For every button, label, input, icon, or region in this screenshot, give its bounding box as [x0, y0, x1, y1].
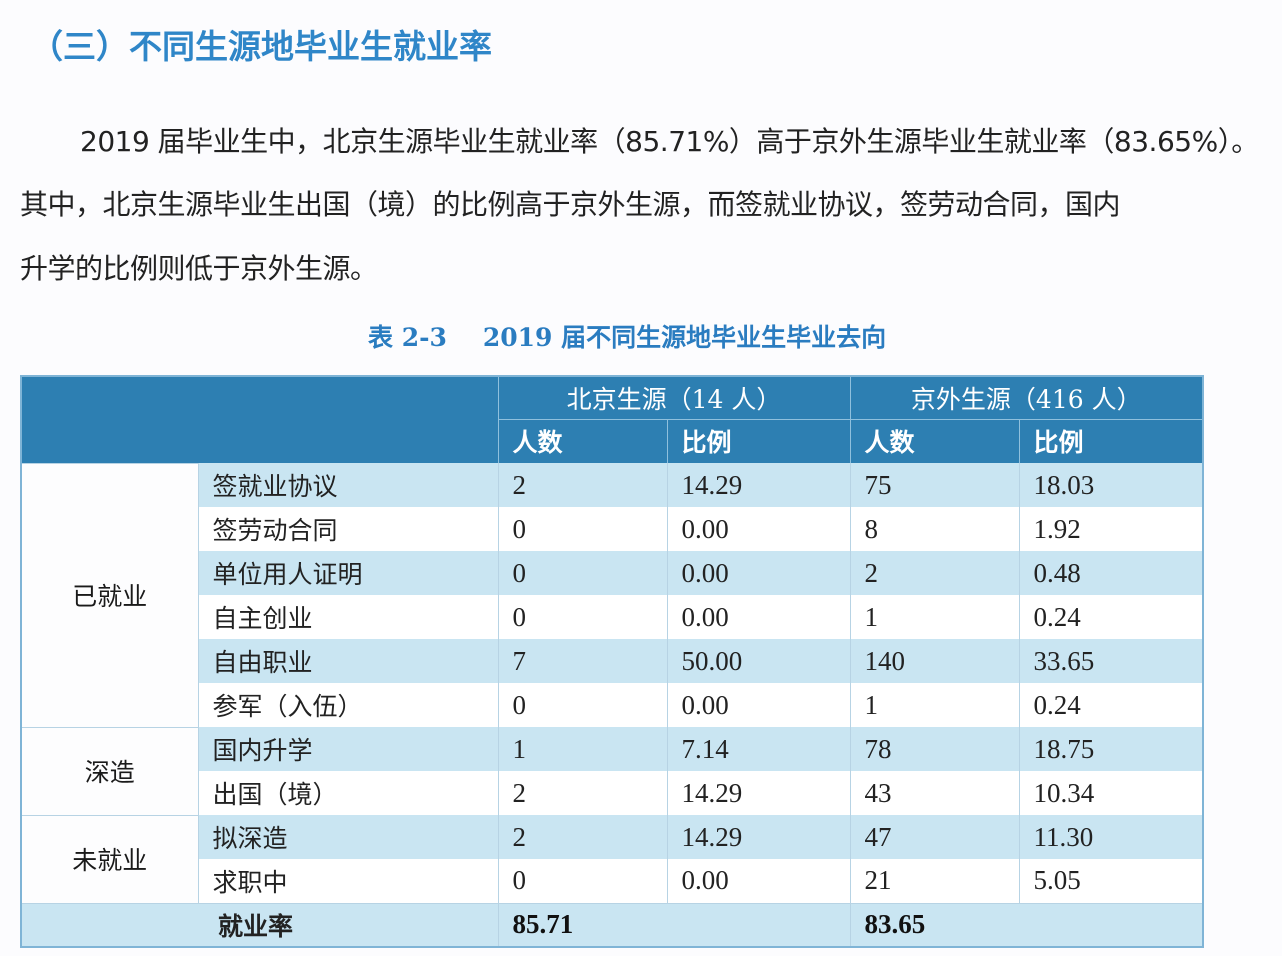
row-label: 参军（入伍） — [197, 683, 498, 727]
bj-ratio: 7.14 — [666, 727, 850, 771]
out-count: 2 — [849, 551, 1019, 595]
bj-ratio: 0.00 — [666, 859, 850, 903]
bj-count: 0 — [497, 551, 667, 595]
header-out-ratio: 比例 — [1018, 418, 1203, 463]
row-label: 求职中 — [197, 859, 498, 903]
table-header-row-2: 人数 比例 人数 比例 — [21, 418, 1203, 463]
bj-ratio: 14.29 — [666, 815, 850, 859]
out-count: 21 — [849, 859, 1019, 903]
bj-employment-rate: 85.71 — [497, 902, 850, 947]
bj-count: 0 — [497, 859, 667, 903]
table-header-row-1: 北京生源（14 人） 京外生源（416 人） — [21, 376, 1203, 463]
bj-ratio: 14.29 — [666, 771, 850, 815]
category-unemployed: 未就业 — [20, 814, 198, 904]
row-label: 自由职业 — [197, 639, 498, 683]
bj-count: 7 — [497, 639, 667, 683]
bj-ratio: 0.00 — [666, 595, 850, 639]
paragraph-line-1: 2019 届毕业生中，北京生源毕业生就业率（85.71%）高于京外生源毕业生就业… — [80, 125, 1259, 158]
bj-ratio: 50.00 — [666, 639, 850, 683]
out-count: 1 — [849, 683, 1019, 727]
table-row: 自由职业 7 50.00 140 33.65 — [21, 639, 1203, 683]
category-further-study: 深造 — [20, 726, 198, 816]
row-label: 签劳动合同 — [197, 507, 498, 551]
row-label: 出国（境） — [197, 771, 498, 815]
paragraph-line-3: 升学的比例则低于京外生源。 — [20, 252, 378, 285]
row-label: 拟深造 — [197, 815, 498, 859]
table-caption-number: 表 2-3 — [368, 323, 447, 352]
out-count: 1 — [849, 595, 1019, 639]
bj-count: 0 — [497, 507, 667, 551]
out-ratio: 33.65 — [1018, 639, 1203, 683]
bj-count: 2 — [497, 463, 667, 507]
out-count: 43 — [849, 771, 1019, 815]
row-label: 自主创业 — [197, 595, 498, 639]
out-count: 47 — [849, 815, 1019, 859]
out-ratio: 18.03 — [1018, 463, 1203, 507]
table-row: 签劳动合同 0 0.00 8 1.92 — [21, 507, 1203, 551]
out-ratio: 10.34 — [1018, 771, 1203, 815]
bj-ratio: 0.00 — [666, 507, 850, 551]
out-employment-rate: 83.65 — [849, 902, 1203, 947]
paragraph-line-2: 其中，北京生源毕业生出国（境）的比例高于京外生源，而签就业协议，签劳动合同，国内 — [20, 188, 1121, 221]
table-row: 参军（入伍） 0 0.00 1 0.24 — [21, 683, 1203, 727]
out-ratio: 11.30 — [1018, 815, 1203, 859]
table-caption-title: 2019 届不同生源地毕业生毕业去向 — [482, 323, 887, 352]
employment-rate-row: 就业率 85.71 83.65 — [21, 902, 1203, 947]
table-row: 单位用人证明 0 0.00 2 0.48 — [21, 551, 1203, 595]
out-ratio: 5.05 — [1018, 859, 1203, 903]
header-out-count: 人数 — [849, 418, 1019, 463]
header-group-beijing: 北京生源（14 人） — [497, 376, 850, 419]
out-ratio: 18.75 — [1018, 727, 1203, 771]
bj-count: 2 — [497, 815, 667, 859]
table-caption: 表 2-3 2019 届不同生源地毕业生毕业去向 — [368, 318, 886, 354]
out-ratio: 0.24 — [1018, 683, 1203, 727]
bj-count: 1 — [497, 727, 667, 771]
row-label: 单位用人证明 — [197, 551, 498, 595]
out-ratio: 1.92 — [1018, 507, 1203, 551]
row-label: 国内升学 — [197, 727, 498, 771]
table-row: 未就业 拟深造 2 14.29 47 11.30 — [20, 814, 1203, 904]
out-ratio: 0.24 — [1018, 595, 1203, 639]
header-bj-ratio: 比例 — [666, 418, 850, 463]
header-blank-corner — [21, 376, 498, 463]
bj-ratio: 14.29 — [666, 463, 850, 507]
header-bj-count: 人数 — [497, 418, 667, 463]
table-row: 求职中 0 0.00 21 5.05 — [21, 859, 1203, 903]
out-count: 140 — [849, 639, 1019, 683]
header-group-outside-beijing: 京外生源（416 人） — [849, 376, 1203, 419]
table-row: 已就业 签就业协议 2 14.29 75 18.03 — [20, 462, 1203, 728]
table-row: 自主创业 0 0.00 1 0.24 — [21, 595, 1203, 639]
bj-count: 2 — [497, 771, 667, 815]
out-count: 8 — [849, 507, 1019, 551]
out-count: 78 — [849, 727, 1019, 771]
row-label: 签就业协议 — [197, 463, 498, 507]
out-count: 75 — [849, 463, 1019, 507]
out-ratio: 0.48 — [1018, 551, 1203, 595]
bj-ratio: 0.00 — [666, 551, 850, 595]
employment-destination-table: 北京生源（14 人） 京外生源（416 人） 人数 比例 人数 比例 已就业 签… — [20, 375, 1204, 948]
bj-ratio: 0.00 — [666, 683, 850, 727]
table-row: 出国（境） 2 14.29 43 10.34 — [21, 771, 1203, 815]
table-row: 深造 国内升学 1 7.14 78 18.75 — [20, 726, 1203, 816]
employment-rate-label: 就业率 — [21, 902, 498, 947]
category-employed: 已就业 — [20, 462, 198, 728]
bj-count: 0 — [497, 683, 667, 727]
bj-count: 0 — [497, 595, 667, 639]
section-title: （三）不同生源地毕业生就业率 — [30, 27, 492, 66]
